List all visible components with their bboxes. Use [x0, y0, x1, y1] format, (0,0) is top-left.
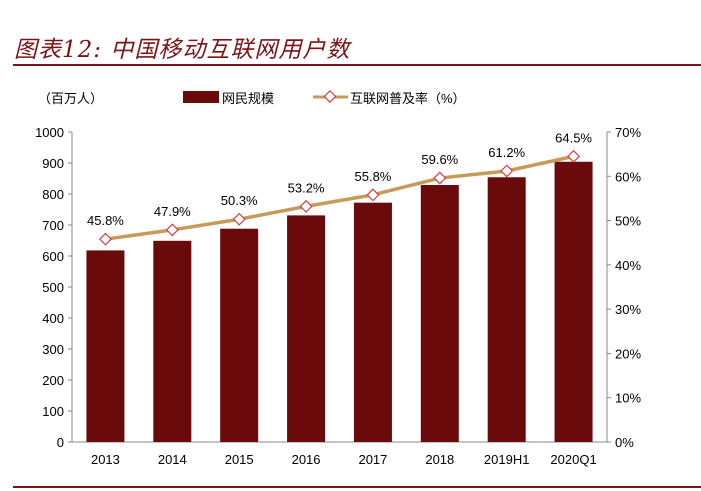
- legend-line-marker: [323, 89, 337, 104]
- rate-marker-2015: [232, 212, 246, 226]
- left-tick-label: 200: [42, 373, 64, 388]
- right-tick-label: 50%: [615, 214, 641, 229]
- bar-2018: [420, 185, 459, 442]
- bar-2014: [153, 240, 192, 442]
- right-tick-label: 20%: [615, 346, 641, 361]
- left-tick-label: 1000: [35, 125, 64, 140]
- rate-data-label: 55.8%: [355, 169, 392, 184]
- left-tick-label: 600: [42, 249, 64, 264]
- penetration-rate-line: [105, 154, 574, 241]
- left-tick-label: 0: [57, 435, 64, 450]
- rate-marker-2013: [98, 232, 112, 246]
- right-tick-label: 40%: [615, 258, 641, 273]
- right-tick-label: 0%: [615, 435, 634, 450]
- rate-data-label: 61.2%: [488, 145, 525, 160]
- bar-2017: [353, 202, 392, 442]
- left-tick-label: 500: [42, 280, 64, 295]
- left-tick-label: 300: [42, 342, 64, 357]
- rate-data-label: 47.9%: [154, 204, 191, 219]
- left-tick-label: 400: [42, 311, 64, 326]
- right-tick-label: 10%: [615, 391, 641, 406]
- rate-data-label: 45.8%: [87, 213, 124, 228]
- left-tick-label: 700: [42, 218, 64, 233]
- x-tick-label: 2018: [425, 452, 454, 467]
- bar-2013: [86, 250, 125, 442]
- left-tick-label: 900: [42, 156, 64, 171]
- bottom-divider: [13, 486, 701, 488]
- rate-data-label: 50.3%: [221, 193, 258, 208]
- x-tick-label: 2013: [91, 452, 120, 467]
- title-divider: [13, 64, 701, 66]
- rate-marker-2017: [366, 188, 380, 202]
- x-tick-label: 2014: [158, 452, 187, 467]
- legend-bar-label: 网民规模: [222, 91, 274, 106]
- rate-marker-2014: [165, 223, 179, 237]
- left-tick-label: 800: [42, 187, 64, 202]
- x-tick-label: 2020Q1: [550, 452, 596, 467]
- x-tick-label: 2019H1: [484, 452, 530, 467]
- legend-line-label: 互联网普及率（%）: [350, 91, 466, 106]
- rate-marker-2016: [299, 199, 313, 213]
- legend: 网民规模 互联网普及率（%）: [183, 89, 466, 106]
- bar-2020Q1: [554, 161, 593, 442]
- bar-2016: [287, 215, 326, 442]
- rate-data-label: 59.6%: [421, 152, 458, 167]
- rate-marker-2019H1: [500, 164, 514, 178]
- left-axis-unit: （百万人）: [38, 91, 103, 106]
- rate-data-label: 64.5%: [555, 130, 592, 145]
- rate-data-label: 53.2%: [288, 180, 325, 195]
- x-tick-label: 2017: [358, 452, 387, 467]
- right-tick-label: 30%: [615, 302, 641, 317]
- x-tick-label: 2016: [292, 452, 321, 467]
- bar-2015: [220, 228, 259, 442]
- right-tick-label: 70%: [615, 125, 641, 140]
- legend-bar-swatch: [183, 91, 219, 103]
- bar-2019H1: [487, 177, 526, 442]
- rate-marker-2020Q1: [567, 149, 581, 163]
- right-tick-label: 60%: [615, 169, 641, 184]
- chart-title: 图表12: 中国移动互联网用户数: [14, 37, 351, 63]
- rate-marker-2018: [433, 171, 447, 185]
- left-tick-label: 100: [42, 404, 64, 419]
- x-tick-label: 2015: [225, 452, 254, 467]
